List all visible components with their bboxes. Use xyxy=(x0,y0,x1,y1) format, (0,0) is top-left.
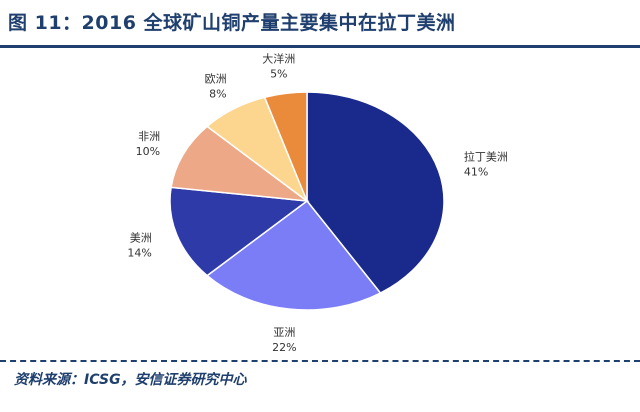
footer-divider xyxy=(0,360,640,362)
slice-label-name: 欧洲 xyxy=(205,73,227,86)
figure-title: 图 11：2016 全球矿山铜产量主要集中在拉丁美洲 xyxy=(8,12,456,34)
slice-label-value: 41% xyxy=(464,166,488,179)
pie-slice xyxy=(205,199,382,311)
slice-label-name: 拉丁美洲 xyxy=(464,150,508,164)
title-divider xyxy=(0,45,640,48)
slice-label-name: 大洋洲 xyxy=(262,52,295,66)
slice-label-value: 8% xyxy=(209,88,226,101)
slice-label-value: 22% xyxy=(272,341,296,354)
slice-label-value: 10% xyxy=(136,145,160,158)
slice-label-value: 5% xyxy=(270,68,287,81)
pie-slice xyxy=(263,91,308,202)
pie-slices xyxy=(169,91,445,311)
source-note: 资料来源：ICSG，安信证券研究中心 xyxy=(14,372,247,388)
slice-label-value: 14% xyxy=(127,247,151,260)
pie-labels: 拉丁美洲 41% 亚洲 22% 美洲 14% 非洲 10% 欧洲 8% 大洋洲 5% xyxy=(127,52,508,354)
slice-label-name: 亚洲 xyxy=(273,326,295,339)
slice-label-name: 非洲 xyxy=(138,130,160,143)
pie-slice xyxy=(170,125,310,203)
pie-chart: 拉丁美洲 41% 亚洲 22% 美洲 14% 非洲 10% 欧洲 8% 大洋洲 5% xyxy=(127,52,508,354)
pie-slice xyxy=(169,186,309,277)
slice-label-name: 美洲 xyxy=(130,232,152,245)
